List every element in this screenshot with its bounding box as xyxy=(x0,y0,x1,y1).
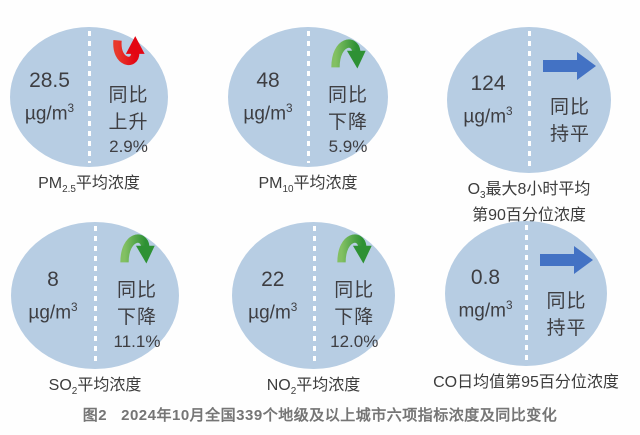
unit-text: µg/m3 xyxy=(243,102,293,125)
value-text: 124 xyxy=(470,72,506,96)
yoy-label: 同比 xyxy=(108,85,149,106)
unit-text: µg/m3 xyxy=(24,102,75,125)
stat-circle: 8 µg/m3 同比 下降 11.1% xyxy=(11,222,179,369)
arch-down-arrow-icon xyxy=(337,234,372,264)
yoy-label: 同比 xyxy=(546,291,587,312)
stat-circle: 22 µg/m3 同比 下降 12.0% xyxy=(232,222,395,369)
dashed-divider xyxy=(525,225,528,362)
yoy-label: 同比 xyxy=(327,85,368,106)
value-text: 28.5 xyxy=(29,69,70,93)
percent-text: 5.9% xyxy=(328,137,368,156)
so2-card: 8 µg/m3 同比 下降 11.1% SO2平均浓度 xyxy=(11,222,179,402)
percent-text: 11.1% xyxy=(113,332,161,351)
pollutant-label: PM10平均浓度 xyxy=(258,175,358,196)
percent-text: 2.9% xyxy=(109,137,148,156)
right-arrow-icon xyxy=(539,246,593,274)
yoy-label: 同比 xyxy=(334,280,375,301)
pm10-card: 48 µg/m3 同比 下降 5.9% PM10平均浓度 xyxy=(228,27,388,200)
unit-text: mg/m3 xyxy=(458,298,513,322)
trend-direction-label: 持平 xyxy=(549,124,590,145)
dashed-divider xyxy=(94,226,97,365)
trend-direction-label: 下降 xyxy=(334,307,375,328)
pollutant-label: PM2.5平均浓度 xyxy=(38,175,140,196)
stat-circle: 28.5 µg/m3 同比 上升 2.9% xyxy=(10,27,168,167)
no2-card: 22 µg/m3 同比 下降 12.0% NO2平均浓度 xyxy=(232,222,395,402)
pollutant-label: SO2平均浓度 xyxy=(48,377,142,398)
arch-down-arrow-icon xyxy=(331,39,366,69)
unit-text: µg/m3 xyxy=(248,300,298,324)
figure-caption-text: 2024年10月全国339个地级及以上城市六项指标浓度及同比变化 xyxy=(121,407,558,424)
pollutant-label: NO2平均浓度 xyxy=(266,377,361,398)
figure-number: 图2 xyxy=(82,407,108,424)
dashed-divider xyxy=(528,31,531,169)
stat-circle: 48 µg/m3 同比 下降 5.9% xyxy=(228,27,388,167)
value-text: 8 xyxy=(47,267,59,291)
pm25-card: 28.5 µg/m3 同比 上升 2.9% PM2.5平均浓度 xyxy=(10,27,168,200)
pollutant-label: CO日均值第95百分位浓度 xyxy=(433,374,619,391)
pollutant-label-line2: 第90百分位浓度 xyxy=(472,207,586,225)
right-arrow-icon xyxy=(543,52,596,80)
unit-text: µg/m3 xyxy=(463,105,513,128)
dashed-divider xyxy=(312,226,316,365)
dashed-divider xyxy=(88,31,91,163)
value-text: 0.8 xyxy=(470,265,501,289)
unit-text: µg/m3 xyxy=(28,300,78,324)
co-card: 0.8 mg/m3 同比 持平 CO日均值第95百分位浓度 xyxy=(433,221,619,399)
arch-down-arrow-icon xyxy=(120,234,155,264)
trend-direction-label: 下降 xyxy=(327,112,368,133)
u-turn-up-arrow-icon xyxy=(112,36,145,65)
pollutant-label: O3最大8小时平均 第90百分位浓度 xyxy=(467,181,591,225)
o3-card: 124 µg/m3 同比 持平 O3最大8小时平均 第90百分位浓度 xyxy=(447,27,611,226)
yoy-label: 同比 xyxy=(549,97,590,118)
value-text: 48 xyxy=(256,69,280,93)
yoy-label: 同比 xyxy=(116,280,157,301)
percent-text: 12.0% xyxy=(330,332,379,351)
trend-direction-label: 持平 xyxy=(546,318,587,339)
stat-circle: 0.8 mg/m3 同比 持平 xyxy=(445,221,607,366)
value-text: 22 xyxy=(261,267,285,291)
stat-circle: 124 µg/m3 同比 持平 xyxy=(447,27,611,173)
dashed-divider xyxy=(307,31,310,163)
trend-direction-label: 下降 xyxy=(116,307,157,328)
trend-direction-label: 上升 xyxy=(108,112,149,133)
figure-caption: 图2 2024年10月全国339个地级及以上城市六项指标浓度及同比变化 xyxy=(0,404,640,425)
